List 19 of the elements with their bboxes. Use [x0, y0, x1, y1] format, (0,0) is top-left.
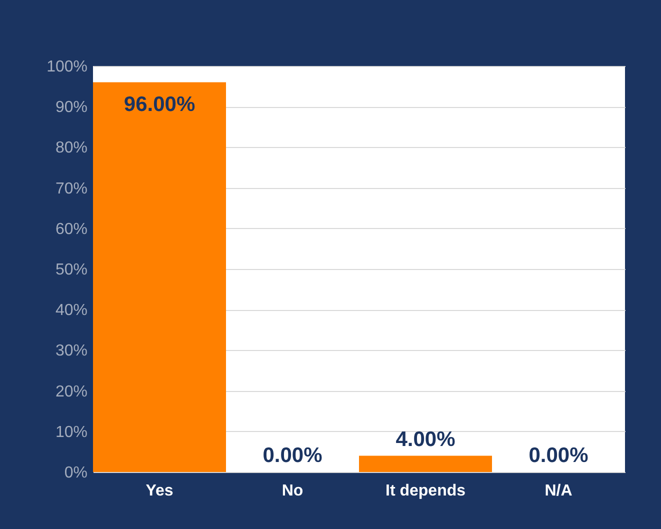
data-label: 0.00%	[262, 444, 323, 467]
x-tick-label: No	[282, 482, 304, 500]
x-tick-label: N/A	[544, 482, 573, 500]
y-tick-label: 90%	[55, 99, 88, 116]
data-label: 96.00%	[124, 93, 196, 116]
x-tick-label: It depends	[385, 482, 466, 500]
y-tick-label: 60%	[55, 220, 88, 238]
y-tick-label: 10%	[55, 424, 88, 441]
y-tick-label: 50%	[55, 262, 88, 278]
y-tick-label: 40%	[55, 302, 88, 320]
x-tick-label: Yes	[146, 482, 174, 500]
y-tick-label: 80%	[55, 140, 88, 157]
data-label: 4.00%	[396, 428, 456, 451]
data-label: 0.00%	[528, 444, 589, 467]
y-tick-label: 0%	[64, 464, 88, 482]
y-tick-label: 100%	[46, 58, 88, 76]
y-tick-label: 70%	[55, 180, 88, 198]
y-tick-label: 20%	[55, 383, 88, 400]
y-tick-label: 30%	[55, 342, 88, 360]
